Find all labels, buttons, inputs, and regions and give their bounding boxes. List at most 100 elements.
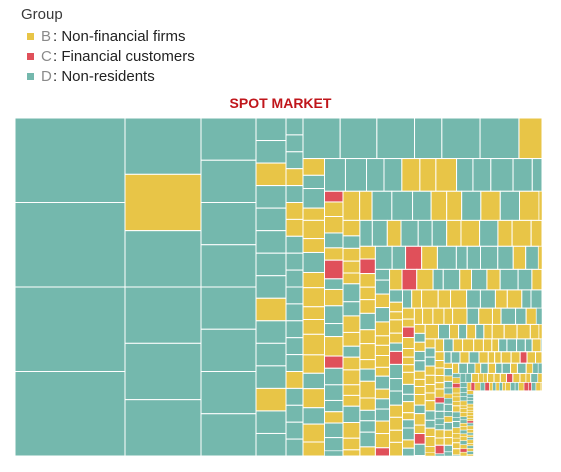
treemap-cell-d — [302, 174, 326, 190]
treemap-cell-d — [389, 289, 404, 303]
treemap-cell-b — [402, 412, 415, 421]
treemap-cell-b — [359, 299, 376, 314]
treemap-cell-b — [478, 373, 484, 383]
treemap-cell-b — [452, 448, 461, 456]
treemap-cell-d — [434, 418, 445, 425]
treemap-cell-b — [478, 351, 489, 364]
treemap-cell-b — [452, 362, 460, 374]
treemap-cell-b — [374, 388, 391, 400]
treemap-cell-b — [512, 372, 521, 384]
legend-key-d: D — [41, 67, 52, 85]
treemap-cell-b — [434, 437, 445, 446]
treemap-cell-b — [359, 245, 376, 260]
treemap-cell-b — [413, 393, 426, 406]
treemap-cell-b — [324, 411, 344, 424]
treemap-cell-c — [484, 382, 490, 391]
treemap-cell-b — [452, 437, 461, 443]
treemap-cell-d — [438, 323, 450, 340]
treemap-cell-b — [459, 412, 468, 418]
treemap-cell-d — [456, 158, 474, 192]
treemap-cell-d — [374, 398, 391, 410]
treemap-cell-d — [512, 158, 533, 192]
treemap-cell-b — [466, 425, 474, 430]
treemap-cell-b — [443, 375, 453, 382]
treemap-cell-d — [285, 252, 304, 271]
legend-item-c: C : Financial customers — [21, 46, 195, 66]
treemap-cell-b — [471, 372, 480, 384]
treemap-cell-b — [411, 289, 423, 309]
treemap-cell-c — [505, 372, 514, 384]
treemap-cell-b — [434, 374, 445, 384]
treemap-cell-d — [459, 416, 468, 421]
treemap-cell-d — [15, 118, 126, 203]
treemap-cell-b — [302, 388, 326, 409]
treemap-cell-d — [391, 190, 414, 221]
treemap-cell-d — [344, 158, 368, 192]
treemap-cell-b — [389, 429, 404, 443]
treemap-cell-b — [342, 260, 361, 274]
treemap-cell-d — [402, 447, 415, 456]
treemap-cell-d — [255, 320, 287, 344]
treemap-cell-b — [342, 315, 361, 333]
treemap-cell-c — [434, 444, 445, 455]
treemap-cell-b — [466, 418, 474, 422]
treemap-cell-b — [434, 351, 445, 362]
treemap-cell-d — [480, 382, 486, 391]
treemap-cell-d — [124, 230, 202, 288]
treemap-cell-d — [255, 410, 287, 434]
treemap-cell-b — [531, 268, 542, 291]
treemap-cell-b — [342, 356, 361, 371]
treemap-cell-b — [538, 246, 542, 270]
legend-key-c: C — [41, 47, 52, 65]
treemap-cell-d — [255, 140, 287, 164]
treemap-cell-d — [324, 450, 344, 456]
treemap-cell-b — [462, 338, 475, 353]
treemap-cell-b — [499, 372, 507, 384]
treemap-cell-b — [483, 323, 493, 340]
treemap-cell-b — [491, 307, 502, 325]
treemap-cell-b — [525, 362, 534, 374]
treemap-cell-d — [124, 342, 202, 401]
treemap-cell-d — [459, 387, 468, 393]
legend-label-c: : Financial customers — [53, 47, 195, 65]
treemap-cell-b — [525, 307, 537, 325]
treemap-cell-b — [324, 336, 344, 357]
treemap-cell-b — [389, 311, 404, 321]
treemap-cell-b — [446, 190, 463, 221]
treemap-cell-b — [342, 272, 361, 285]
treemap-cell-d — [402, 419, 415, 429]
treemap-cell-b — [424, 400, 436, 412]
treemap-cell-b — [443, 429, 454, 439]
treemap-cell-d — [389, 378, 404, 392]
treemap-cell-d — [466, 362, 476, 374]
treemap-cell-b — [424, 427, 436, 438]
treemap-cell-d — [285, 134, 304, 153]
treemap-cell-d — [285, 303, 304, 322]
treemap-cell-d — [424, 356, 436, 367]
treemap-cell-d — [424, 347, 436, 358]
treemap-cell-d — [359, 409, 376, 422]
treemap-cell-b — [402, 364, 415, 373]
treemap-cell-c — [324, 259, 344, 280]
treemap-cell-d — [200, 159, 257, 203]
treemap-cell-d — [124, 118, 202, 175]
treemap-cell-b — [342, 190, 361, 221]
treemap-cell-b — [374, 420, 391, 435]
treemap-cell-c — [324, 190, 344, 203]
treemap-cell-b — [443, 363, 453, 369]
treemap-cell-b — [482, 338, 493, 353]
treemap-cell-b — [424, 392, 436, 402]
treemap-cell-d — [471, 268, 488, 291]
treemap-cell-d — [374, 375, 391, 390]
treemap-cell-d — [516, 338, 526, 353]
treemap-cell-d — [466, 445, 474, 449]
treemap-cell-b — [434, 338, 445, 353]
treemap-cell-b — [424, 436, 436, 448]
legend-label-d: : Non-residents — [53, 67, 155, 85]
treemap-cell-b — [302, 287, 326, 308]
treemap-cell-b — [452, 307, 468, 325]
treemap-cell-b — [486, 372, 495, 384]
treemap-cell-b — [466, 434, 474, 438]
treemap-cell-d — [443, 351, 452, 364]
treemap-cell-d — [389, 390, 404, 406]
